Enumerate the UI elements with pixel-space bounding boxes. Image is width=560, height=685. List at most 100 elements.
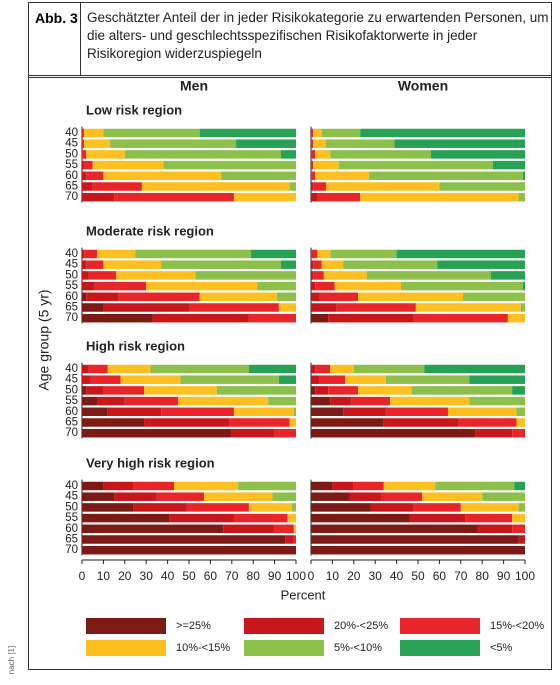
- figure-frame: Abb. 3 Geschätzter Anteil der in jeder R…: [28, 2, 552, 670]
- x-tick-label: 30: [140, 569, 154, 583]
- bar-segment: [315, 281, 335, 291]
- bar-segment: [520, 303, 525, 312]
- y-tick-label: 60: [65, 291, 78, 303]
- y-tick-label: 40: [65, 127, 78, 139]
- bar-segment: [368, 171, 523, 181]
- bar-segment: [86, 260, 104, 269]
- bar-segment: [278, 375, 296, 384]
- bar-segment: [133, 481, 175, 491]
- bar-segment: [311, 407, 344, 417]
- legend-label: >=25%: [176, 620, 211, 632]
- x-tick-label: 50: [411, 569, 425, 583]
- bar-segment: [109, 139, 237, 148]
- x-tick-label: 10: [97, 569, 111, 583]
- bar-segment: [311, 260, 314, 269]
- region-title: High risk region: [86, 338, 185, 353]
- bar-segment: [313, 182, 326, 191]
- bar-segment: [124, 150, 282, 159]
- bar-segment: [330, 249, 397, 259]
- bar-segment: [223, 524, 275, 534]
- x-tick-label: 60: [204, 569, 218, 583]
- bar-segment: [163, 160, 296, 170]
- bar-segment: [311, 428, 476, 438]
- y-tick-label: 70: [65, 427, 78, 439]
- x-axis-label: Percent: [281, 587, 326, 602]
- bar-segment: [469, 375, 525, 384]
- bar-segment: [490, 271, 525, 280]
- bar-segment: [465, 513, 513, 523]
- bar-segment: [409, 513, 466, 523]
- bar-segment: [430, 150, 525, 159]
- bar-segment: [315, 386, 329, 395]
- x-tick-label: 80: [476, 569, 490, 583]
- bar-segment: [482, 492, 525, 501]
- bar-segment: [86, 292, 119, 302]
- bar-segment: [319, 292, 359, 302]
- bar-segment: [522, 281, 525, 291]
- bar-segment: [396, 249, 525, 259]
- bar-segment: [82, 545, 296, 555]
- bar-segment: [383, 418, 459, 427]
- bar-segment: [161, 260, 282, 269]
- bar-segment: [86, 171, 104, 181]
- bar-segment: [311, 292, 320, 302]
- bar-segment: [281, 260, 296, 269]
- bar-segment: [120, 375, 181, 384]
- bar-segment: [413, 313, 508, 323]
- bar-segment: [82, 524, 224, 534]
- bar-segment: [82, 386, 87, 395]
- bar-segment: [238, 481, 296, 491]
- x-tick-label: 100: [286, 569, 306, 583]
- y-axis-label: Age group (5 yr): [36, 289, 52, 390]
- bar-segment: [231, 428, 275, 438]
- bar-segment: [82, 503, 134, 512]
- y-tick-label: 55: [65, 395, 78, 407]
- legend-label: 10%-<15%: [176, 642, 230, 654]
- bar-segment: [315, 171, 369, 181]
- bar-segment: [330, 396, 352, 406]
- bar-segment: [321, 260, 344, 269]
- y-tick-label: 60: [65, 170, 78, 182]
- bar-segment: [343, 260, 438, 269]
- bar-segment: [291, 503, 296, 512]
- bar-segment: [338, 160, 493, 170]
- bar-segment: [276, 292, 296, 302]
- bar-segment: [311, 535, 519, 544]
- bar-segment: [330, 364, 354, 374]
- bar-segment: [317, 192, 361, 202]
- region-title: Very high risk region: [86, 455, 215, 470]
- bar-segment: [82, 182, 93, 191]
- bar-segment: [84, 249, 97, 259]
- bar-segment: [332, 481, 354, 491]
- bar-segment: [293, 535, 296, 544]
- bar-segment: [311, 249, 318, 259]
- bar-segment: [88, 271, 117, 280]
- bar-segment: [336, 303, 416, 312]
- bar-segment: [82, 481, 104, 491]
- y-tick-label: 45: [65, 259, 78, 271]
- bar-segment: [315, 150, 331, 159]
- y-tick-label: 55: [65, 512, 78, 524]
- bar-segment: [390, 396, 470, 406]
- bar-segment: [178, 396, 269, 406]
- bar-segment: [311, 281, 316, 291]
- bar-segment: [313, 139, 326, 148]
- bar-segment: [323, 271, 367, 280]
- bar-segment: [114, 192, 234, 202]
- x-tick-label: 40: [161, 569, 175, 583]
- legend-label: <5%: [490, 642, 513, 654]
- bar-segment: [82, 292, 87, 302]
- y-tick-label: 55: [65, 159, 78, 171]
- bar-segment: [118, 292, 200, 302]
- bar-segment: [311, 171, 316, 181]
- bar-segment: [475, 428, 513, 438]
- bar-segment: [248, 364, 296, 374]
- bar-segment: [135, 249, 252, 259]
- bar-segment: [274, 524, 294, 534]
- bar-segment: [84, 160, 93, 170]
- bar-segment: [311, 160, 314, 170]
- bar-segment: [313, 271, 324, 280]
- x-tick-label: 20: [347, 569, 361, 583]
- bar-segment: [274, 428, 296, 438]
- bar-segment: [84, 128, 104, 138]
